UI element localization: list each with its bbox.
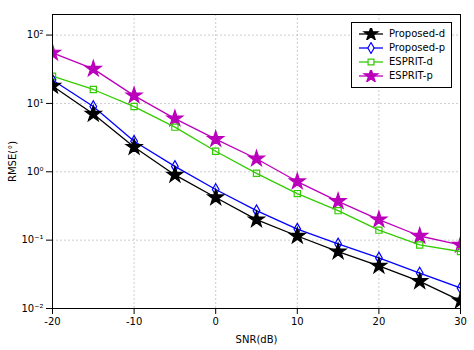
svg-text:SNR(dB): SNR(dB) [236, 334, 278, 345]
svg-text:30: 30 [454, 316, 467, 327]
svg-text:-10: -10 [126, 316, 142, 327]
html-text:ESPRIT-d: ESPRIT-d [389, 56, 433, 67]
svg-text:10: 10 [291, 316, 304, 327]
svg-text:10⁻²: 10⁻² [21, 303, 43, 314]
svg-text:10²: 10² [27, 29, 44, 40]
svg-text:RMSE(°): RMSE(°) [7, 141, 18, 182]
svg-text:0: 0 [213, 316, 219, 327]
svg-text:-20: -20 [44, 316, 60, 327]
html-text:Proposed-p: Proposed-p [389, 42, 445, 53]
svg-text:20: 20 [373, 316, 386, 327]
html-text:ESPRIT-p: ESPRIT-p [389, 70, 433, 81]
svg-text:10⁰: 10⁰ [27, 166, 44, 177]
svg-text:10¹: 10¹ [27, 98, 44, 109]
svg-text:10⁻¹: 10⁻¹ [21, 234, 43, 245]
html-text:Proposed-d: Proposed-d [389, 28, 445, 39]
